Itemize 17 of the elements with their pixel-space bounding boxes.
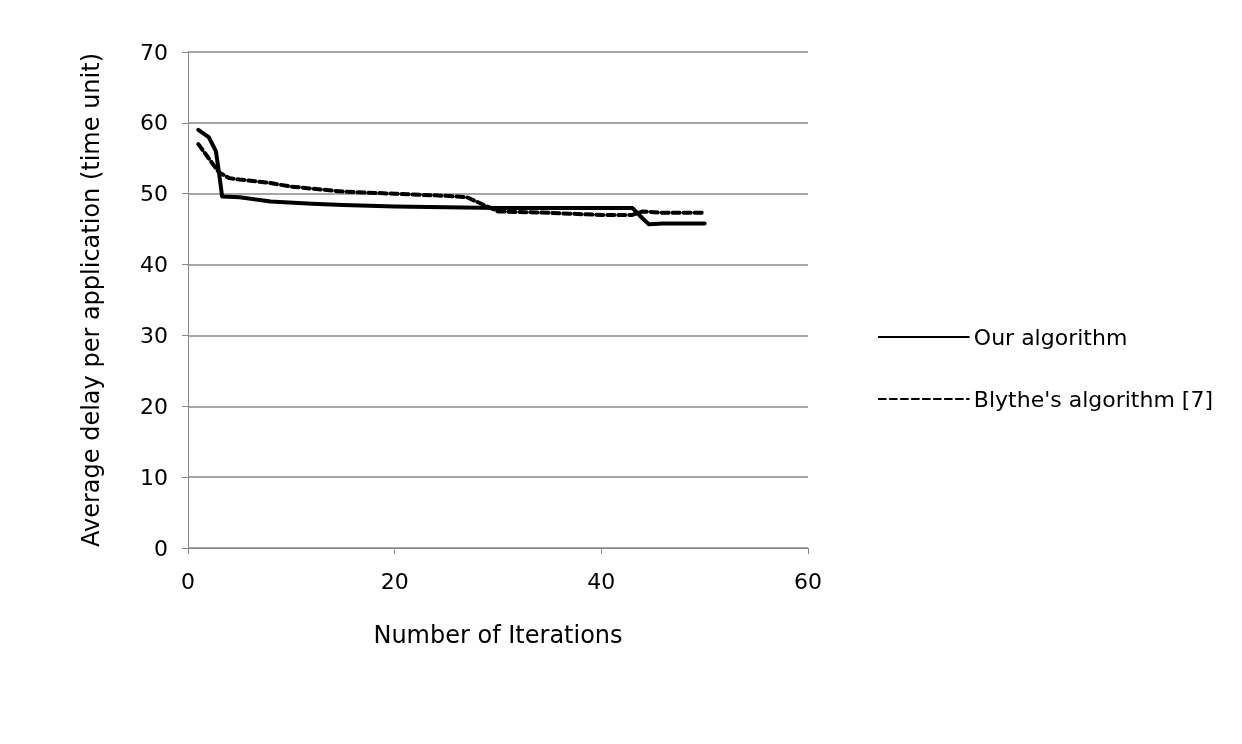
legend-label: Blythe's algorithm [7]: [973, 386, 1214, 412]
x-tick-label: 0: [181, 568, 195, 594]
y-tick-label: 20: [140, 393, 168, 419]
y-tick-label: 60: [140, 110, 168, 136]
line-series: [196, 127, 707, 227]
x-axis-title: Number of Iterations: [373, 621, 623, 649]
y-axis-title: Average delay per application (time unit): [77, 53, 105, 547]
y-tick-label: 0: [154, 535, 168, 561]
y-tick-label: 40: [140, 252, 168, 278]
x-tick-label: 40: [587, 568, 616, 594]
y-tick-label: 10: [140, 464, 168, 490]
legend-label: Our algorithm: [973, 324, 1128, 350]
y-tick-label: 70: [140, 39, 168, 65]
y-tick-label: 50: [140, 181, 168, 207]
x-tick-label: 60: [794, 568, 822, 594]
y-tick-label: 30: [140, 322, 168, 348]
x-tick-label: 20: [380, 568, 409, 594]
